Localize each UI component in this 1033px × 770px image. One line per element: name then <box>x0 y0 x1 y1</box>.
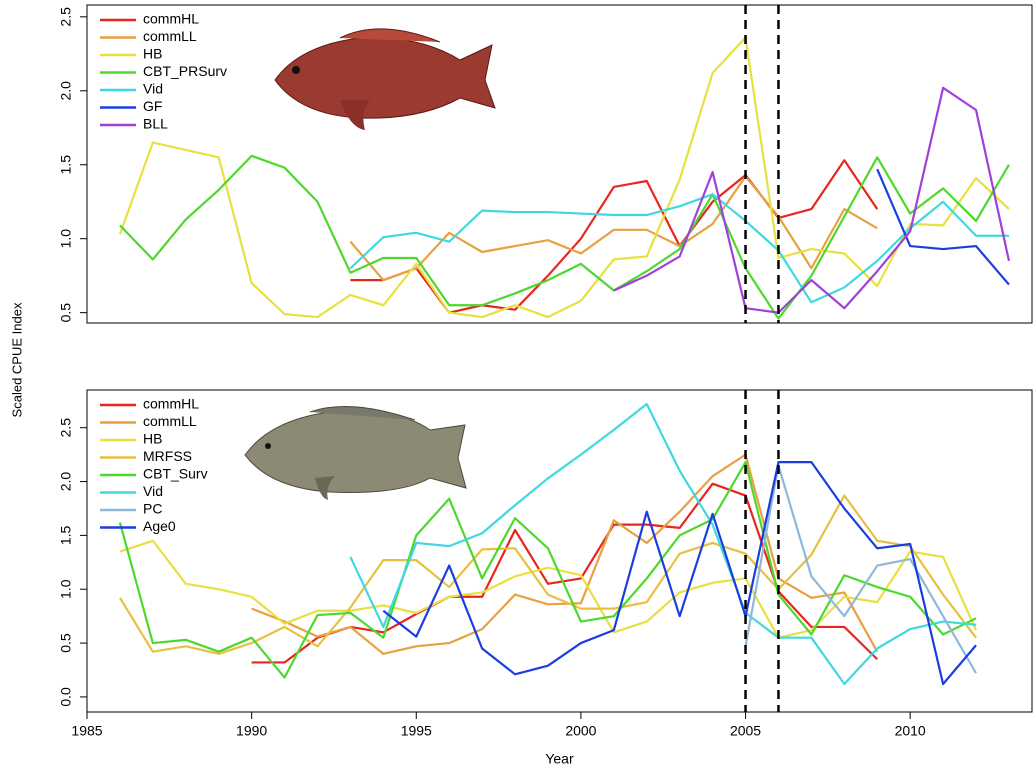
legend-label: Age0 <box>143 518 176 534</box>
y-tick-label: 1.0 <box>58 579 74 599</box>
x-tick-label: 2000 <box>565 723 596 739</box>
y-tick-label: 2.5 <box>58 7 74 27</box>
x-tick-label: 1990 <box>236 723 267 739</box>
y-tick-label: 1.5 <box>58 155 74 175</box>
fish-gag <box>245 407 466 500</box>
legend-label: BLL <box>143 116 168 132</box>
y-tick-label: 0.0 <box>58 687 74 707</box>
y-tick-label: 2.5 <box>58 418 74 438</box>
legend-label: commHL <box>143 396 199 412</box>
y-tick-label: 1.5 <box>58 525 74 545</box>
data-line <box>120 156 1009 319</box>
data-line <box>120 38 1009 318</box>
data-line <box>120 541 976 638</box>
legend-label: MRFSS <box>143 448 192 464</box>
x-tick-label: 2010 <box>895 723 926 739</box>
legend-label: commLL <box>143 28 197 44</box>
y-tick-label: 0.5 <box>58 303 74 323</box>
y-tick-label: 2.0 <box>58 81 74 101</box>
legend-label: commHL <box>143 11 199 27</box>
legend-label: PC <box>143 501 162 517</box>
fish-red-grouper <box>275 29 495 130</box>
x-tick-label: 1995 <box>401 723 432 739</box>
x-axis-title: Year <box>545 751 574 767</box>
y-tick-label: 1.0 <box>58 229 74 249</box>
legend-label: CBT_Surv <box>143 466 208 482</box>
figure: Scaled CPUE Index 0.51.01.52.02.5commHLc… <box>0 0 1033 770</box>
x-tick-label: 1985 <box>71 723 102 739</box>
data-line <box>383 462 976 684</box>
x-tick-label: 2005 <box>730 723 761 739</box>
data-line <box>350 177 877 281</box>
legend-label: CBT_PRSurv <box>143 63 227 79</box>
legend-label: Vid <box>143 81 163 97</box>
legend-label: HB <box>143 46 162 62</box>
legend-label: HB <box>143 431 162 447</box>
y-tick-label: 2.0 <box>58 472 74 492</box>
data-line <box>614 88 1009 313</box>
y-tick-label: 0.5 <box>58 633 74 653</box>
y-axis-title: Scaled CPUE Index <box>9 302 24 417</box>
data-line <box>877 169 1009 284</box>
plot-frame <box>87 390 1032 712</box>
legend-label: commLL <box>143 413 197 429</box>
legend-label: GF <box>143 98 162 114</box>
legend-label: Vid <box>143 483 163 499</box>
